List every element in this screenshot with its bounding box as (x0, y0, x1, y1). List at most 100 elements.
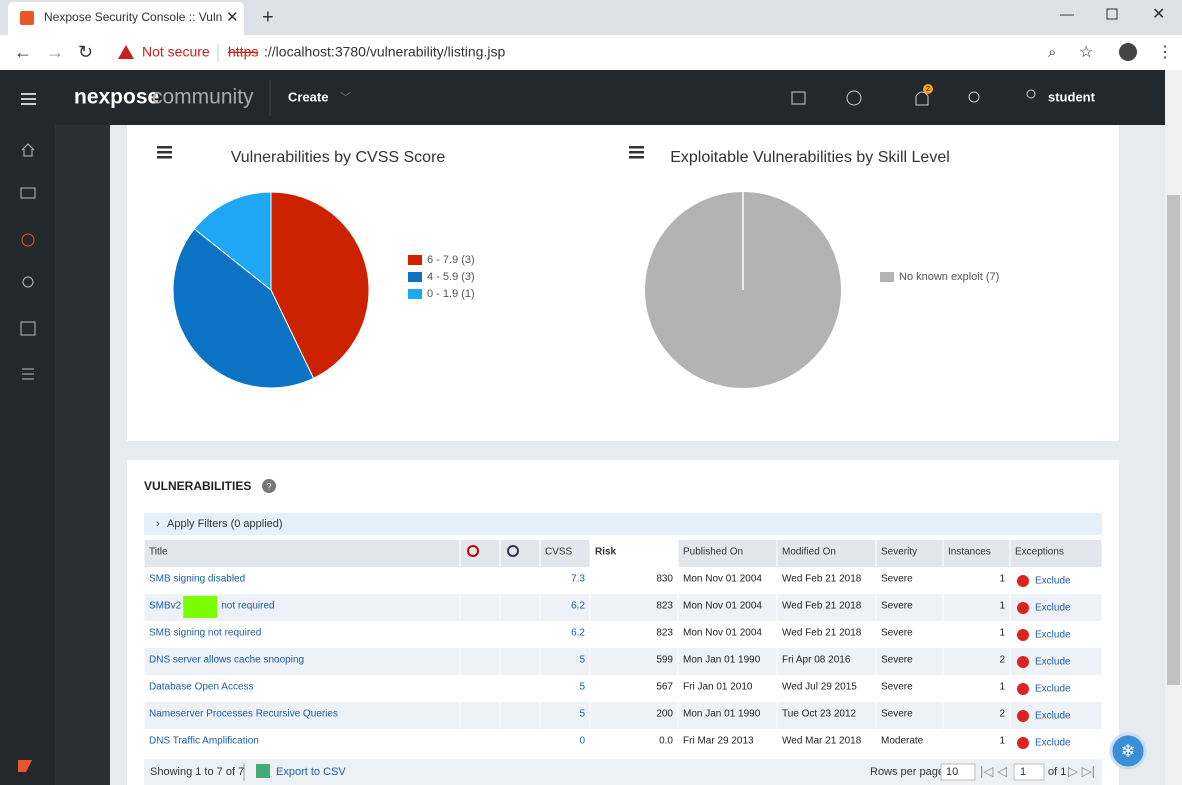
filter-text[interactable]: Apply Filters (0 applied) (167, 518, 283, 530)
cell-text[interactable]: 5 (579, 682, 585, 693)
menu[interactable]: ⋮ (1157, 44, 1173, 61)
create-menu[interactable]: Create (288, 89, 328, 104)
filter-bar[interactable] (144, 513, 1102, 535)
export-csv[interactable]: Export to CSV (276, 766, 346, 778)
cell-text: 1 (999, 736, 1005, 747)
vuln-title[interactable]: SMBv2 (149, 601, 182, 612)
cell-text[interactable]: 5 (579, 709, 585, 720)
exclude[interactable]: Exclude (1035, 630, 1071, 641)
cell-text: 823 (656, 601, 673, 612)
vuln-title[interactable]: Database Open Access (149, 682, 254, 693)
cell-text: 823 (656, 628, 673, 639)
search-icon[interactable] (968, 91, 980, 103)
new-tab[interactable]: + (262, 6, 274, 28)
restore[interactable] (1106, 8, 1118, 20)
forward[interactable]: → (46, 42, 64, 62)
url[interactable]: ://localhost:3780/vulnerability/listing.… (264, 44, 505, 60)
bookmark[interactable]: ☆ (1079, 44, 1093, 61)
profile[interactable] (1119, 43, 1137, 61)
cell-text[interactable]: 6.2 (571, 628, 585, 639)
column-header[interactable]: Risk (595, 547, 617, 558)
back[interactable]: ← (14, 42, 32, 62)
column-header[interactable]: Title (149, 547, 168, 558)
user-name[interactable]: student (1048, 89, 1096, 104)
exclude[interactable]: Exclude (1035, 711, 1071, 722)
chart-menu[interactable] (157, 146, 644, 159)
cell-text: 2 (999, 655, 1005, 666)
cell (943, 675, 1010, 702)
cell-text: 0.0 (659, 736, 673, 747)
exclude-icon (1017, 710, 1029, 722)
zoom[interactable]: ⌕ (1048, 44, 1056, 61)
assistant-button[interactable] (1109, 732, 1147, 770)
cell (943, 729, 1010, 756)
vuln-title[interactable]: Nameserver Processes Recursive Queries (149, 709, 338, 720)
cell-text: Wed Feb 21 2018 (782, 628, 862, 639)
favicon (20, 11, 34, 25)
cell-text[interactable]: 0 (579, 736, 585, 747)
first-prev[interactable]: |◁ ◁ (980, 763, 1007, 778)
exclude[interactable]: Exclude (1035, 576, 1071, 587)
cell (460, 702, 500, 729)
not-secure[interactable]: Not secure (142, 44, 210, 60)
cell (144, 621, 460, 648)
url-scheme[interactable]: https (228, 44, 258, 60)
cell (943, 621, 1010, 648)
cell (777, 675, 876, 702)
column-header[interactable]: CVSS (545, 547, 573, 558)
exclude-icon (1017, 656, 1029, 668)
cell-text: Fri Apr 08 2016 (782, 655, 851, 666)
vuln-title[interactable]: not required (221, 601, 274, 612)
help-icon[interactable] (846, 90, 862, 106)
cell-text[interactable]: 5 (579, 655, 585, 666)
exclude[interactable]: Exclude (1035, 684, 1071, 695)
nav-icons[interactable] (20, 143, 36, 380)
cell-text[interactable]: 6.2 (571, 601, 585, 612)
column-header[interactable]: Modified On (782, 547, 836, 558)
exclude[interactable]: Exclude (1035, 603, 1071, 614)
vuln-title[interactable]: DNS server allows cache snooping (149, 655, 304, 666)
cell (777, 648, 876, 675)
close-window[interactable]: ✕ (1152, 6, 1165, 23)
vuln-title[interactable]: SMB signing not required (149, 628, 261, 639)
column-header[interactable]: Severity (881, 547, 917, 558)
cell (590, 729, 678, 756)
page-input[interactable] (1013, 763, 1045, 781)
header-cell (590, 540, 678, 567)
cell-text: Fri Jan 01 2010 (683, 682, 753, 693)
logo[interactable]: nexpose (74, 86, 159, 109)
help-icon[interactable] (262, 479, 276, 493)
logo-sub[interactable]: community (152, 86, 254, 109)
minimize[interactable]: — (1060, 6, 1074, 22)
vuln-title[interactable]: DNS Traffic Amplification (149, 736, 259, 747)
cell (876, 675, 943, 702)
tab[interactable] (8, 2, 244, 35)
cell-text: Wed Feb 21 2018 (782, 601, 862, 612)
scroll-thumb[interactable] (1167, 195, 1180, 685)
page-size[interactable] (940, 763, 976, 781)
cell-text[interactable]: 7.3 (571, 574, 585, 585)
user-icon[interactable] (1026, 89, 1036, 99)
cell (777, 729, 876, 756)
cell (590, 702, 678, 729)
next-last[interactable]: ▷ ▷| (1068, 763, 1095, 778)
calendar-icon[interactable] (791, 91, 806, 105)
bell-icon[interactable] (915, 91, 929, 106)
exclude[interactable]: Exclude (1035, 738, 1071, 749)
cell (144, 675, 460, 702)
tab-close[interactable]: ✕ (226, 9, 239, 26)
cell (500, 567, 540, 594)
reload[interactable]: ↻ (78, 42, 93, 62)
exclude-icon (1017, 629, 1029, 641)
cell (460, 648, 500, 675)
cell (144, 648, 460, 675)
vuln-title[interactable]: SMB signing disabled (149, 574, 245, 585)
page-of: of 1 (1048, 766, 1066, 778)
column-header[interactable]: Exceptions (1015, 547, 1064, 558)
column-header[interactable]: Instances (948, 547, 991, 558)
column-header[interactable]: Published On (683, 547, 743, 558)
hamburger[interactable] (21, 93, 36, 105)
exclude[interactable]: Exclude (1035, 657, 1071, 668)
chart-title: Vulnerabilities by CVSS Score (231, 149, 446, 166)
